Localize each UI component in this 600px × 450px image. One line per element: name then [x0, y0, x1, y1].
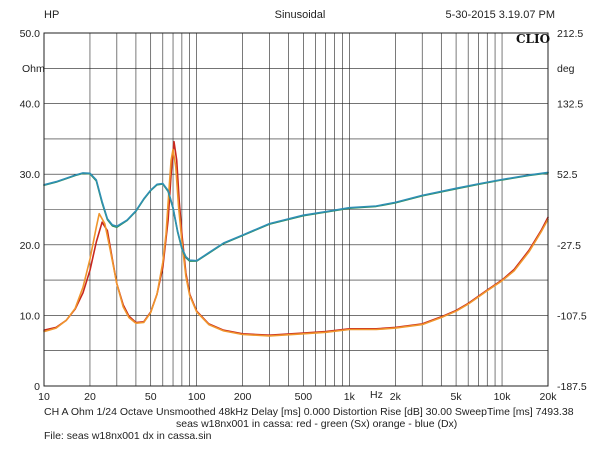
y-axis-unit-label: Ohm	[22, 63, 45, 75]
x-tick-label: 100	[188, 391, 206, 403]
x-tick-label: 5k	[451, 391, 463, 403]
y-tick-label: 0	[34, 381, 40, 393]
series-line-blue	[43, 171, 549, 262]
y2-tick-label: -107.5	[557, 310, 587, 322]
y2-tick-label: 132.5	[557, 99, 583, 111]
measurement-settings: CH A Ohm 1/24 Octave Unsmoothed 48kHz De…	[44, 406, 574, 418]
axis-labels: Ohm deg Hz CLIO 0 10.0 20.0 30.0 40.0 50.0 -18…	[20, 28, 587, 403]
header-mode-label: Sinusoidal	[274, 9, 326, 21]
x-tick-label: 10	[38, 391, 50, 403]
x-tick-label: 20	[84, 391, 96, 403]
y2-tick-label: -27.5	[557, 240, 581, 252]
y-tick-label: 40.0	[20, 99, 41, 111]
x-tick-label: 200	[234, 391, 252, 403]
header-left-label: HP	[44, 9, 60, 21]
x-tick-label: 20k	[540, 391, 558, 403]
y-tick-label: 30.0	[20, 169, 41, 181]
legend-description: seas w18nx001 in cassa: red - green (Sx)…	[176, 418, 458, 430]
x-tick-label: 1k	[344, 391, 356, 403]
y-tick-label: 20.0	[20, 240, 41, 252]
y-tick-label: 50.0	[20, 28, 41, 40]
y2-tick-label: 52.5	[557, 169, 578, 181]
y2-axis-unit-label: deg	[557, 63, 575, 75]
header-timestamp: 5-30-2015 3.19.07 PM	[445, 9, 555, 21]
series-line-orange	[43, 148, 549, 337]
clio-logo: CLIO	[516, 32, 550, 46]
plot-frame	[43, 32, 549, 387]
y2-tick-label: 212.5	[557, 28, 583, 40]
file-name: File: seas w18nx001 dx in cassa.sin	[44, 430, 212, 442]
series-layer	[43, 140, 549, 337]
x-tick-label: 10k	[494, 391, 512, 403]
x-tick-label: 50	[145, 391, 157, 403]
x-tick-label: 2k	[390, 391, 402, 403]
y2-tick-label: -187.5	[557, 381, 587, 393]
x-axis-unit-label: Hz	[370, 389, 383, 401]
x-tick-label: 500	[295, 391, 313, 403]
y-tick-label: 10.0	[20, 310, 41, 322]
